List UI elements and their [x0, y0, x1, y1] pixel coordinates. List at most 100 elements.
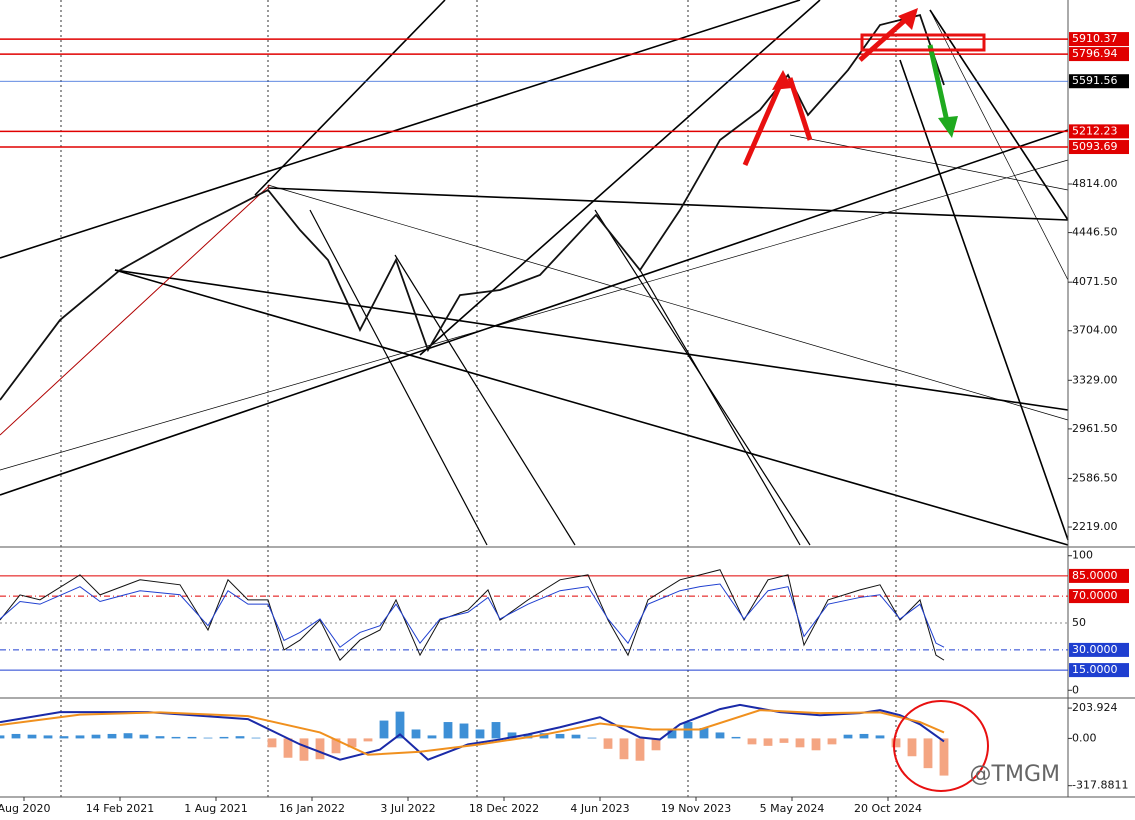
histogram-bar [491, 722, 501, 739]
price-label-box [1069, 589, 1129, 604]
annotations [742, 8, 989, 792]
histogram-bar [235, 736, 245, 739]
axis-label: 4446.50 [1072, 226, 1118, 239]
histogram-bar [459, 723, 469, 739]
histogram-bar [59, 736, 69, 739]
trendline [254, 0, 446, 196]
price-label-box [1069, 140, 1129, 155]
trendlines [0, 0, 1069, 546]
x-tick-label: 18 Dec 2022 [469, 802, 539, 815]
x-tick-label: 20 Oct 2024 [854, 802, 922, 815]
histogram-bar [395, 711, 405, 739]
price-label-box [1069, 568, 1129, 583]
histogram-bar [171, 736, 181, 739]
highlight-circle [893, 700, 989, 792]
trendline [114, 269, 1069, 546]
trendline [267, 187, 1069, 221]
x-tick-label: Aug 2020 [0, 802, 50, 815]
histogram-bar [11, 733, 21, 739]
arrow [927, 44, 951, 127]
histogram-bar [555, 733, 565, 739]
histogram-bar [443, 722, 453, 739]
x-tick-label: 19 Nov 2023 [661, 802, 731, 815]
histogram-bar [667, 729, 677, 739]
histogram-bar [635, 738, 645, 761]
axis-label: 0 [1072, 683, 1079, 696]
arrow [787, 77, 813, 141]
histogram-bar [267, 738, 277, 748]
axis-label: -317.8811 [1072, 779, 1128, 792]
histogram-bar [427, 735, 437, 739]
price-label-box [1069, 642, 1129, 657]
axis-label: 4814.00 [1072, 177, 1118, 190]
x-tick-label: 3 Jul 2022 [380, 802, 435, 815]
histogram-bar [699, 727, 709, 739]
histogram-bar [587, 737, 597, 739]
arrow [742, 76, 786, 167]
histogram-bar [875, 735, 885, 739]
histogram-bar [43, 735, 53, 739]
axis-label: 0.00 [1072, 731, 1097, 744]
highlight-box [860, 33, 986, 52]
trendline [267, 184, 1069, 421]
axis-label: 5093.69 [1072, 140, 1118, 153]
histogram-bar [299, 738, 309, 761]
x-tick-label: 16 Jan 2022 [279, 802, 345, 815]
series-line [0, 583, 945, 648]
price-label-box [1069, 124, 1129, 139]
histogram-bar [379, 720, 389, 739]
histogram-bar [363, 738, 373, 742]
histogram-bar [619, 738, 629, 760]
axis-label: 5796.94 [1072, 47, 1118, 60]
histogram-bar [811, 738, 821, 751]
trendline [0, 0, 801, 259]
price-label-box [1069, 663, 1129, 678]
trendline [0, 184, 271, 436]
price-label-box [1069, 32, 1129, 47]
axis-label: 30.0000 [1072, 643, 1118, 656]
histogram-bar [539, 733, 549, 739]
histogram-bar [91, 734, 101, 739]
series-line [0, 569, 945, 661]
trendline [639, 269, 801, 546]
axis-label: 3704.00 [1072, 324, 1118, 337]
price-label-box [1069, 47, 1129, 62]
histogram-bar [107, 733, 117, 739]
histogram-bar [283, 738, 293, 758]
trendline [789, 134, 1069, 191]
axis-label: 2586.50 [1072, 471, 1118, 484]
histogram-bar [795, 738, 805, 748]
histogram-bar [507, 732, 517, 739]
trendline [114, 269, 1069, 411]
histogram-bar [251, 737, 261, 739]
arrow-head [938, 116, 958, 138]
histogram-bar [907, 738, 917, 757]
series-line [0, 13, 945, 401]
trendline [0, 159, 1069, 471]
histogram-bar [219, 736, 229, 739]
arrow-head [898, 8, 918, 30]
histogram-bar [763, 738, 773, 746]
histogram-bar [923, 738, 933, 769]
axis-label: 15.0000 [1072, 663, 1118, 676]
histogram-bar [27, 734, 37, 739]
axis-label: 100 [1072, 549, 1093, 562]
trendline [899, 59, 1069, 541]
histogram-bar [315, 738, 325, 760]
axis-label: 4071.50 [1072, 275, 1118, 288]
axis-label: 203.924 [1072, 701, 1118, 714]
axis-label: 5591.56 [1072, 74, 1118, 87]
histogram-bar [715, 732, 725, 739]
x-tick-label: 1 Aug 2021 [184, 802, 247, 815]
watermark: @TMGM [970, 762, 1060, 787]
histogram-bar [187, 736, 197, 739]
histogram-bar [0, 735, 5, 739]
histogram-bar [523, 733, 533, 739]
histogram-bar [939, 738, 949, 776]
arrow-head [772, 70, 792, 90]
panel-borders [0, 0, 1135, 798]
histogram-bar [779, 738, 789, 743]
axis-label: 5212.23 [1072, 124, 1118, 137]
